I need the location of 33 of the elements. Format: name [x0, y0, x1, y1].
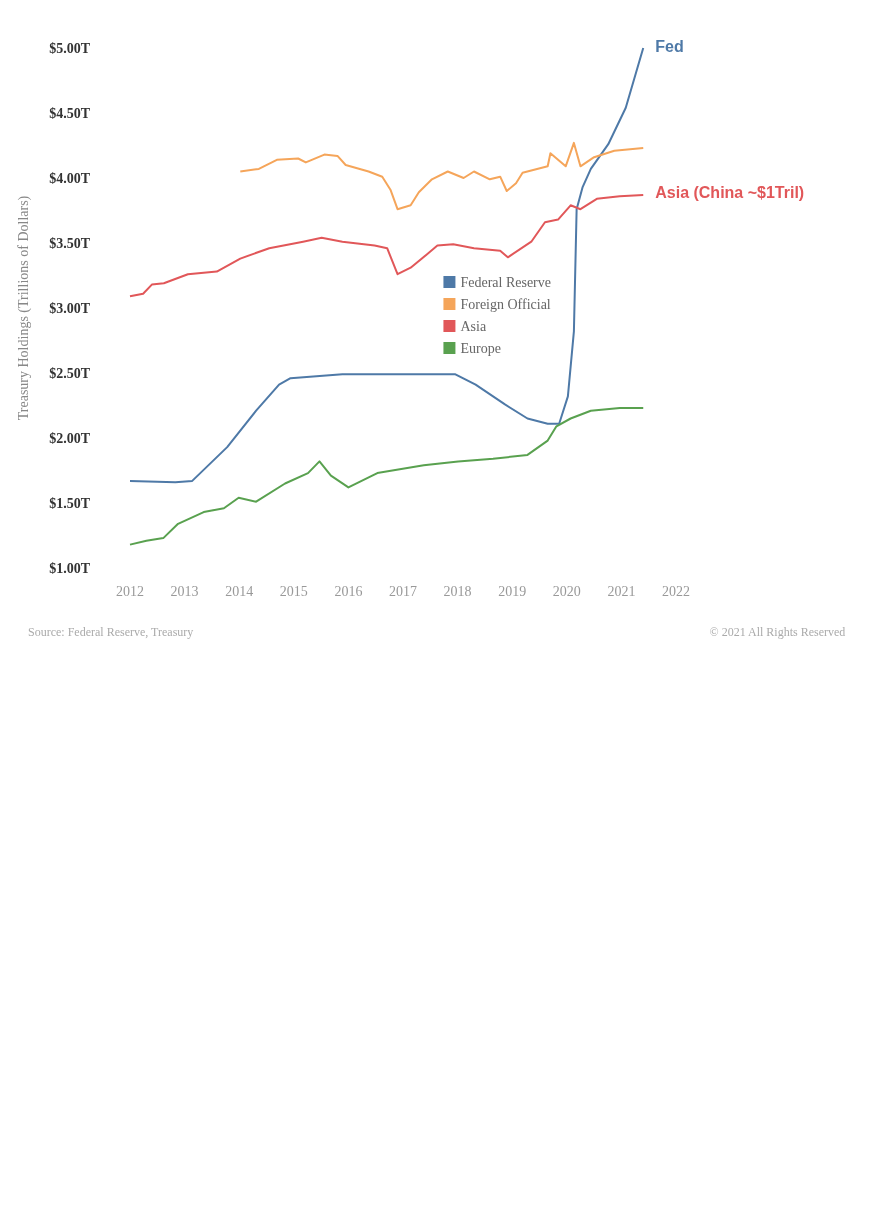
x-tick-label: 2019: [498, 583, 527, 599]
y-tick-label: $1.50T: [49, 495, 91, 511]
legend-label: Asia: [460, 318, 487, 334]
line-series: [129, 47, 645, 484]
line-series: [129, 407, 645, 546]
y-tick-label: $4.00T: [49, 170, 91, 186]
legend-label: Europe: [460, 340, 501, 356]
source-note: Source: Federal Reserve, Treasury: [28, 625, 194, 639]
annotation: Asia (China ~$1Tril): [655, 184, 805, 202]
x-tick-label: 2013: [170, 583, 199, 599]
x-tick-label: 2012: [116, 583, 144, 599]
annotation: Fed: [655, 37, 684, 55]
line-series: [239, 141, 645, 211]
y-tick-label: $1.00T: [49, 560, 91, 576]
y-tick-label: $3.50T: [49, 235, 91, 251]
x-tick-label: 2018: [443, 583, 472, 599]
y-tick-label: $3.00T: [49, 300, 91, 316]
y-axis-title: Treasury Holdings (Trillions of Dollars): [15, 195, 32, 421]
x-tick-label: 2016: [334, 583, 363, 599]
x-tick-label: 2022: [662, 583, 690, 599]
x-tick-label: 2017: [389, 583, 417, 599]
legend-label: Federal Reserve: [460, 274, 552, 290]
x-tick-label: 2014: [225, 583, 254, 599]
x-tick-label: 2020: [552, 583, 581, 599]
y-tick-label: $5.00T: [49, 40, 91, 56]
y-tick-label: $4.50T: [49, 105, 91, 121]
legend-label: Foreign Official: [460, 296, 551, 312]
y-tick-label: $2.50T: [49, 365, 91, 381]
y-tick-label: $2.00T: [49, 430, 91, 446]
line-series: [129, 193, 645, 298]
x-tick-label: 2021: [607, 583, 636, 599]
text: © 2021 All Rights Reserved: [709, 625, 846, 639]
x-tick-label: 2015: [279, 583, 308, 599]
